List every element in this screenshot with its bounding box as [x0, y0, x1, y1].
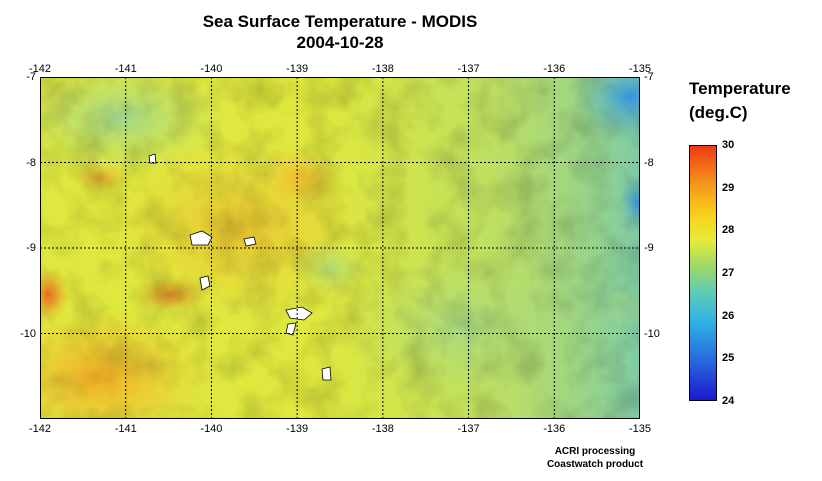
graticule: [40, 77, 640, 419]
lon-label-top: -137: [457, 63, 480, 75]
lat-label-right: -8: [644, 156, 654, 169]
lon-label-bottom: -141: [114, 423, 137, 435]
colorbar-title: Temperature: [689, 79, 791, 98]
lon-label-bottom: -139: [286, 423, 309, 435]
island: [148, 153, 157, 164]
lat-label-left: -7: [26, 71, 36, 83]
colorbar-tick-label: 30: [722, 139, 735, 151]
map-title: Sea Surface Temperature - MODIS: [202, 12, 478, 31]
sst-map: [40, 77, 640, 419]
colorbar-tick-label: 25: [722, 352, 735, 365]
colorbar-tick-label: 28: [722, 224, 735, 237]
island: [321, 366, 332, 381]
island: [189, 230, 213, 246]
lon-label-bottom: -137: [457, 423, 480, 435]
lon-label-bottom: -136: [543, 423, 566, 435]
lon-label-bottom: -142: [28, 423, 52, 435]
lon-label-top: -135: [628, 63, 652, 75]
lon-label-bottom: -138: [371, 423, 394, 435]
credit-product: Coastwatch product: [546, 459, 644, 470]
colorbar-units: (deg.C): [689, 103, 748, 122]
island: [285, 306, 313, 321]
lon-label-top: -138: [371, 63, 394, 75]
lon-label-bottom: -135: [628, 423, 652, 435]
island: [243, 236, 257, 247]
lat-label-left: -10: [20, 327, 36, 340]
credit-processing: ACRI processing: [554, 446, 636, 457]
lon-label-bottom: -140: [200, 423, 223, 435]
islands: [148, 153, 332, 381]
island: [199, 275, 211, 291]
lon-label-top: -140: [200, 63, 223, 75]
colorbar-tick-label: 24: [722, 395, 735, 407]
map-date: 2004-10-28: [296, 33, 384, 52]
map-frame: [40, 77, 640, 419]
lat-label-right: -9: [644, 242, 654, 254]
lat-label-left: -8: [26, 156, 36, 169]
lon-label-top: -142: [28, 63, 52, 75]
colorbar: [689, 145, 717, 401]
colorbar-tick-label: 27: [722, 267, 735, 279]
lon-label-top: -136: [543, 63, 566, 75]
lat-label-right: -10: [644, 327, 660, 340]
lat-label-left: -9: [26, 242, 36, 254]
lon-label-top: -139: [286, 63, 309, 75]
lat-label-right: -7: [644, 71, 654, 83]
colorbar-tick-label: 29: [722, 181, 735, 194]
island: [285, 322, 297, 336]
lon-label-top: -141: [114, 63, 137, 75]
colorbar-tick-label: 26: [722, 309, 735, 322]
